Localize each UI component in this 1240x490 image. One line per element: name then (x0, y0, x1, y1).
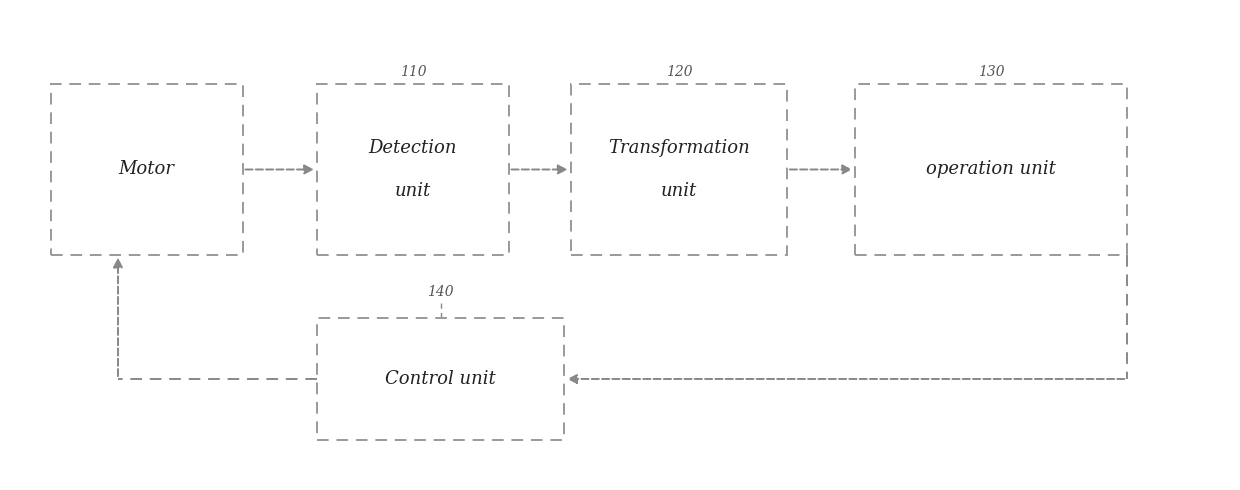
Bar (51, 84, 243, 255)
Bar (856, 84, 1127, 255)
Text: 110: 110 (401, 65, 427, 79)
Text: unit: unit (394, 182, 430, 200)
Text: Control unit: Control unit (386, 370, 496, 388)
Text: operation unit: operation unit (926, 161, 1056, 178)
Bar (317, 84, 508, 255)
Text: unit: unit (661, 182, 697, 200)
Text: Detection: Detection (368, 139, 458, 157)
Text: 140: 140 (428, 285, 454, 298)
Text: Motor: Motor (119, 161, 175, 178)
Text: Transformation: Transformation (608, 139, 750, 157)
Text: 130: 130 (978, 65, 1004, 79)
Text: 120: 120 (666, 65, 693, 79)
Bar (570, 84, 787, 255)
Bar (317, 318, 564, 440)
